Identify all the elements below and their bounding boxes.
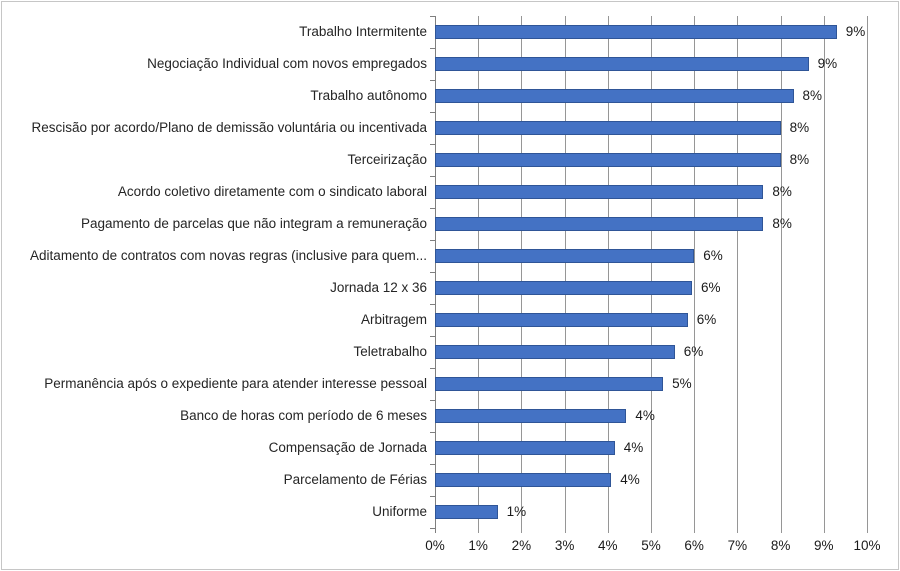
category-axis-tick	[430, 528, 435, 529]
x-gridline	[607, 16, 609, 533]
value-label: 8%	[772, 216, 792, 231]
category-axis-tick	[430, 304, 435, 305]
bar	[435, 377, 664, 391]
bar	[435, 313, 688, 327]
value-label: 5%	[672, 376, 692, 391]
category-label: Arbitragem	[360, 312, 427, 327]
x-axis-tick-label: 1%	[468, 538, 488, 553]
category-axis-tick	[430, 144, 435, 145]
value-label: 4%	[635, 408, 655, 423]
bar	[435, 409, 627, 423]
x-axis-tick-label: 2%	[511, 538, 532, 553]
category-axis-tick	[430, 48, 435, 49]
value-label: 1%	[506, 504, 527, 519]
x-gridline	[564, 16, 566, 533]
category-label: Negociação Individual com novos empregad…	[147, 56, 427, 71]
category-label: Rescisão por acordo/Plano de demissão vo…	[31, 120, 428, 135]
bar	[435, 281, 693, 295]
category-axis-tick	[430, 464, 435, 465]
value-label: 8%	[789, 120, 810, 135]
category-axis-tick	[430, 176, 435, 177]
value-label: 9%	[817, 56, 838, 71]
bar	[435, 89, 794, 103]
value-label: 8%	[772, 184, 792, 199]
category-axis-tick	[430, 368, 435, 369]
category-axis-tick	[430, 272, 435, 273]
x-axis-tick-label: 4%	[598, 538, 618, 553]
x-axis-tick-label: 5%	[641, 538, 661, 553]
category-label: Banco de horas com período de 6 meses	[180, 408, 427, 423]
x-gridline	[694, 16, 696, 533]
category-axis-tick	[430, 432, 435, 433]
category-axis-tick	[430, 16, 435, 17]
category-axis-tick	[430, 240, 435, 241]
bar	[435, 505, 498, 519]
x-axis-tick-label: 6%	[684, 538, 704, 553]
category-axis-tick	[430, 112, 435, 113]
bar	[435, 345, 675, 359]
x-axis-tick-label: 10%	[853, 538, 881, 553]
value-label: 6%	[696, 312, 717, 327]
category-label: Compensação de Jornada	[268, 440, 427, 455]
category-label: Pagamento de parcelas que não integram a…	[81, 216, 427, 231]
category-label: Jornada 12 x 36	[330, 280, 427, 295]
value-label: 8%	[802, 88, 823, 103]
category-label: Aditamento de contratos com novas regras…	[30, 248, 427, 263]
bar	[435, 185, 764, 199]
bar	[435, 473, 612, 487]
category-label: Teletrabalho	[353, 344, 427, 359]
bar	[435, 57, 809, 71]
value-label: 4%	[620, 472, 640, 487]
value-label: 6%	[683, 344, 704, 359]
category-axis-tick	[430, 80, 435, 81]
category-label: Acordo coletivo diretamente com o sindic…	[117, 184, 427, 199]
x-gridline	[823, 16, 825, 533]
category-axis-tick	[430, 208, 435, 209]
value-label: 6%	[701, 280, 721, 295]
category-axis-tick	[430, 400, 435, 401]
x-gridline	[867, 16, 868, 533]
x-gridline	[478, 16, 480, 533]
category-label: Trabalho Intermitente	[299, 24, 427, 39]
x-axis-tick-label: 9%	[814, 538, 834, 553]
x-gridline	[521, 16, 523, 533]
bar	[435, 249, 695, 263]
value-label: 8%	[789, 152, 810, 167]
category-label: Terceirização	[347, 152, 427, 167]
value-label: 9%	[845, 24, 866, 39]
category-axis-tick	[430, 496, 435, 497]
category-axis-tick	[430, 336, 435, 337]
value-label: 4%	[623, 440, 644, 455]
bar	[435, 25, 837, 39]
x-gridline	[737, 16, 739, 533]
bar	[435, 121, 781, 135]
x-axis-tick-label: 0%	[425, 538, 445, 553]
category-label: Permanência após o expediente para atend…	[44, 376, 427, 391]
bar	[435, 441, 615, 455]
category-label: Uniforme	[372, 504, 427, 519]
bar	[435, 153, 781, 167]
x-gridline	[780, 16, 782, 533]
bar	[435, 217, 764, 231]
x-axis-tick-label: 3%	[554, 538, 575, 553]
category-label: Trabalho autônomo	[310, 88, 427, 103]
x-gridline	[651, 16, 652, 533]
x-axis-tick-label: 7%	[727, 538, 748, 553]
category-label: Parcelamento de Férias	[283, 472, 427, 487]
category-axis-line	[435, 16, 436, 533]
value-label: 6%	[703, 248, 723, 263]
x-axis-tick-label: 8%	[770, 538, 791, 553]
